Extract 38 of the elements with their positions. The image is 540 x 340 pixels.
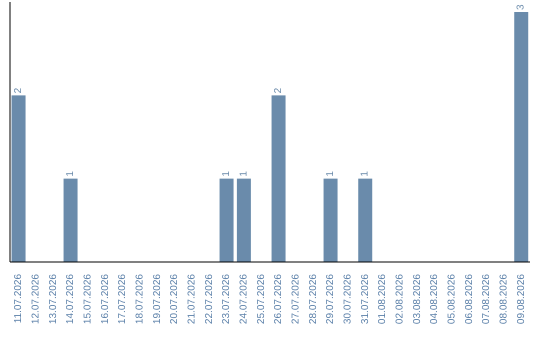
data-label: 1 (221, 170, 232, 177)
x-tick-label: 13.07.2026 (48, 274, 59, 324)
x-tick-label: 07.08.2026 (481, 274, 492, 324)
data-label: 3 (516, 4, 527, 10)
x-tick-label: 19.07.2026 (152, 274, 163, 324)
x-tick-label: 11.07.2026 (13, 274, 24, 324)
x-tick-label: 27.07.2026 (290, 274, 302, 324)
x-tick-label: 23.07.2026 (221, 274, 232, 324)
x-tick-label: 22.07.2026 (204, 274, 215, 324)
x-tick-label: 20.07.2026 (169, 274, 180, 324)
x-tick-label: 29.07.2026 (325, 274, 336, 324)
data-label: 1 (65, 170, 76, 177)
x-tick-label: 03.08.2026 (412, 274, 423, 324)
data-label: 1 (238, 170, 250, 177)
x-tick-label: 09.08.2026 (516, 274, 527, 324)
x-tick-label: 06.08.2026 (464, 274, 475, 324)
x-tick-label: 25.07.2026 (256, 274, 267, 324)
data-label: 2 (13, 87, 24, 94)
x-tick-label: 04.08.2026 (429, 274, 440, 324)
x-tick-label: 12.07.2026 (30, 274, 42, 324)
x-tick-label: 18.07.2026 (134, 274, 146, 324)
x-tick-label: 30.07.2026 (342, 274, 354, 324)
data-label: 2 (273, 87, 284, 94)
x-tick-label: 31.07.2026 (360, 274, 371, 324)
x-tick-label: 01.08.2026 (377, 274, 388, 324)
x-tick-label: 28.07.2026 (308, 274, 319, 324)
x-tick-label: 14.07.2026 (65, 274, 76, 324)
x-tick-label: 05.08.2026 (446, 274, 458, 324)
x-tick-label: 21.07.2026 (186, 274, 198, 324)
x-tick-label: 17.07.2026 (117, 274, 128, 324)
x-tick-label: 24.07.2026 (238, 274, 250, 324)
data-label: 1 (325, 170, 336, 177)
x-tick-label: 02.08.2026 (394, 274, 406, 324)
data-label: 1 (360, 170, 371, 177)
x-tick-label: 26.07.2026 (273, 274, 284, 324)
x-tick-label: 16.07.2026 (100, 274, 111, 324)
x-tick-label: 08.08.2026 (498, 274, 510, 324)
x-tick-label: 15.07.2026 (82, 274, 94, 324)
